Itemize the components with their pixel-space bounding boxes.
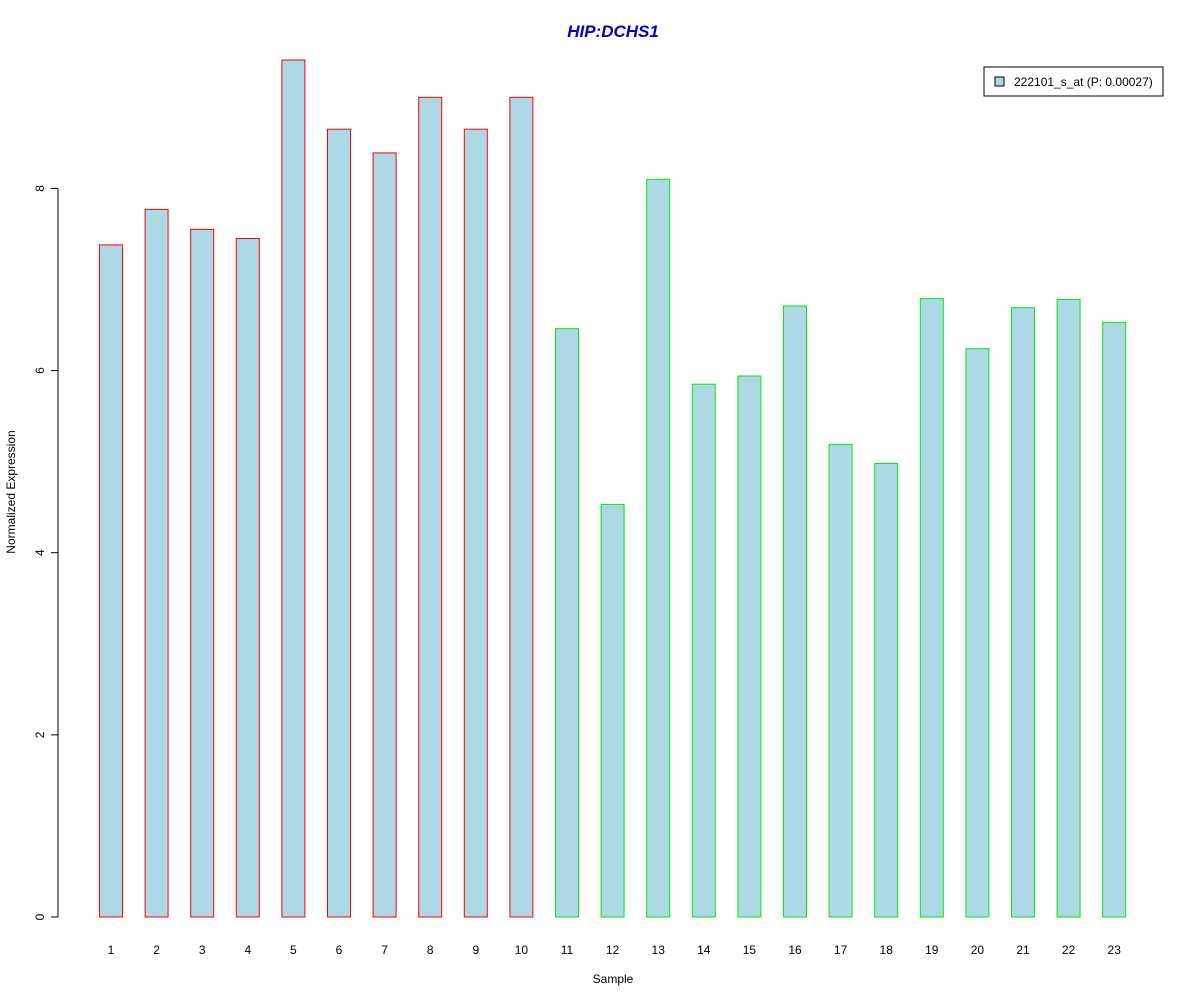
x-tick-label: 3 — [199, 943, 206, 957]
y-tick-label: 0 — [33, 913, 47, 920]
bar-sample-9 — [463, 128, 488, 918]
legend-box — [983, 66, 1164, 97]
x-tick-label: 10 — [515, 943, 529, 957]
x-tick-label: 11 — [561, 943, 574, 957]
x-tick-label: 21 — [1016, 943, 1030, 957]
y-axis-label: Normalized Expression — [4, 430, 18, 553]
legend-label: 222101_s_at (P: 0.00027) — [1014, 75, 1153, 89]
bar-sample-16 — [783, 305, 807, 918]
legend-swatch — [994, 76, 1005, 87]
x-tick-label: 12 — [606, 943, 620, 957]
bar-sample-15 — [737, 375, 762, 918]
bar-sample-8 — [418, 96, 443, 918]
bar-sample-20 — [965, 348, 990, 918]
bar-sample-17 — [828, 443, 853, 918]
x-tick-label: 1 — [108, 943, 115, 957]
x-tick-label: 2 — [153, 943, 160, 957]
bar-sample-13 — [646, 178, 671, 918]
y-axis: 0 2 4 6 8 — [33, 185, 59, 920]
y-tick-label: 4 — [33, 549, 47, 556]
x-tick-label: 6 — [336, 943, 343, 957]
bar-sample-3 — [190, 228, 215, 918]
bar-sample-4 — [235, 238, 260, 918]
bar-sample-23 — [1102, 321, 1127, 918]
x-tick-label: 13 — [652, 943, 666, 957]
x-tick-label: 16 — [788, 943, 802, 957]
bar-sample-18 — [874, 463, 899, 918]
bar-sample-1 — [99, 244, 123, 918]
x-tick-label: 18 — [880, 943, 894, 957]
x-axis-label: Sample — [593, 972, 634, 986]
bar-sample-5 — [281, 59, 306, 918]
x-tick-label: 4 — [244, 943, 251, 957]
bar-sample-14 — [691, 383, 716, 918]
bar-sample-11 — [555, 328, 579, 918]
bar-sample-12 — [600, 503, 625, 918]
y-tick-label: 8 — [33, 185, 47, 192]
x-tick-label: 7 — [381, 943, 388, 957]
legend: 222101_s_at (P: 0.00027) — [983, 66, 1164, 97]
bar-sample-10 — [509, 96, 534, 918]
x-tick-label: 8 — [427, 943, 434, 957]
bar-sample-6 — [327, 128, 351, 918]
bar-sample-22 — [1056, 299, 1081, 918]
x-tick-label: 9 — [472, 943, 479, 957]
x-tick-label: 23 — [1108, 943, 1122, 957]
bars-group — [99, 59, 1127, 918]
x-tick-label: 19 — [925, 943, 939, 957]
x-tick-label: 20 — [971, 943, 985, 957]
x-tick-label: 17 — [834, 943, 848, 957]
y-tick-label: 2 — [33, 731, 47, 738]
bar-sample-19 — [919, 298, 944, 918]
y-tick-label: 6 — [33, 367, 47, 374]
x-tick-label: 5 — [290, 943, 297, 957]
bar-sample-21 — [1011, 307, 1035, 918]
bar-sample-7 — [372, 152, 397, 918]
bar-sample-2 — [144, 208, 169, 918]
x-tick-label: 22 — [1062, 943, 1076, 957]
x-tick-labels: 1 2 3 4 5 6 7 8 9 10 11 12 13 14 15 16 17 18 19 20 21 22 23 — [108, 943, 1122, 957]
x-tick-label: 15 — [743, 943, 757, 957]
chart-title: HIP:DCHS1 — [567, 22, 659, 41]
x-tick-label: 14 — [697, 943, 711, 957]
